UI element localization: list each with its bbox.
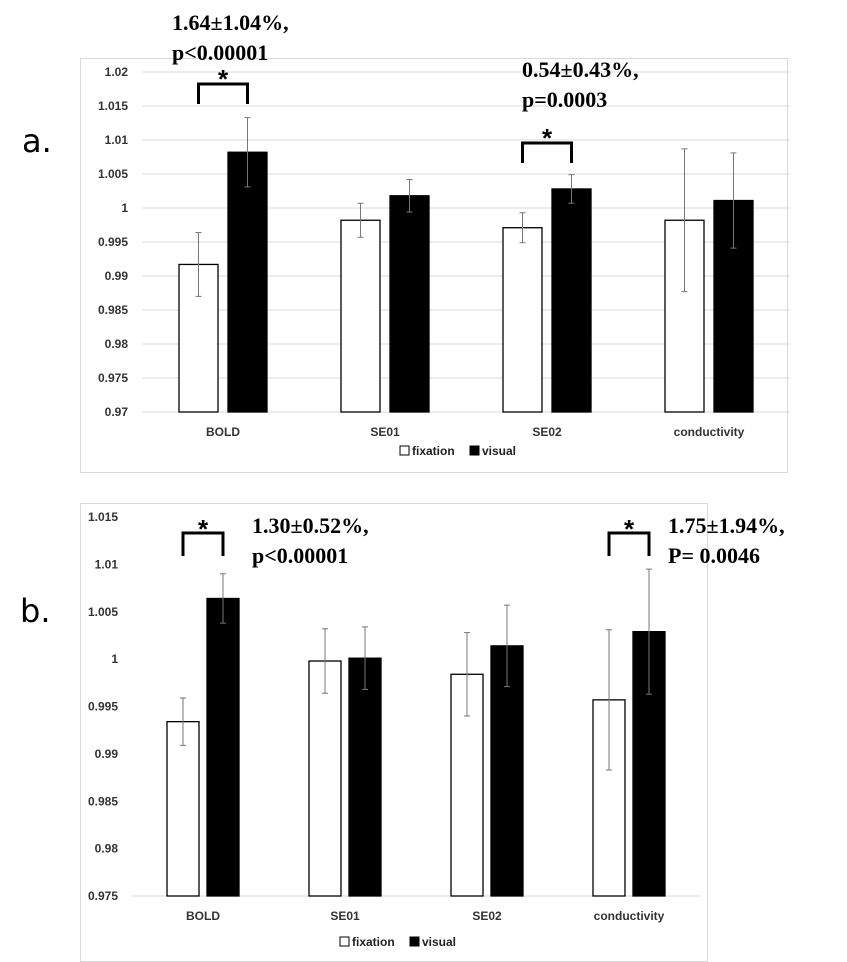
- y-tick-label: 0.975: [88, 889, 118, 903]
- annotation-text: p<0.00001: [172, 40, 268, 65]
- y-tick-label: 0.98: [105, 337, 129, 351]
- legend-swatch-visual: [409, 936, 420, 947]
- y-tick-label: 1.02: [105, 65, 129, 79]
- y-tick-label: 0.985: [88, 794, 118, 808]
- legend-swatch-visual: [469, 445, 480, 456]
- bar-visual: [551, 188, 592, 413]
- x-category-label: BOLD: [186, 909, 220, 923]
- x-category-label: BOLD: [206, 425, 240, 439]
- annotation-text: P= 0.0046: [668, 543, 760, 568]
- legend-swatch-fixation: [339, 936, 350, 947]
- panel-label: a.: [22, 122, 52, 160]
- x-category-label: SE02: [532, 425, 562, 439]
- chart-border: [80, 58, 788, 473]
- bar-fixation: [502, 227, 543, 413]
- x-category-label: SE02: [472, 909, 502, 923]
- legend: fixation visual: [339, 935, 456, 949]
- chart-panel-b: 0.975 0.98 0.985 0.99 0.995 1 1.005 1.01 1.015 BO…: [20, 503, 785, 962]
- x-category-label: SE01: [330, 909, 360, 923]
- y-tick-label: 1.01: [95, 557, 119, 571]
- y-tick-label: 1.005: [88, 605, 118, 619]
- y-tick-label: 0.975: [98, 371, 128, 385]
- y-tick-label: 1.015: [88, 510, 118, 524]
- significance-star: *: [624, 514, 635, 544]
- annotation-text: 1.30±0.52%,: [252, 513, 369, 538]
- legend: fixation visual: [399, 444, 516, 458]
- significance-star: *: [218, 64, 229, 94]
- legend-label-fixation: fixation: [352, 935, 395, 949]
- y-tick-label: 0.995: [98, 235, 128, 249]
- y-tick-label: 0.985: [98, 303, 128, 317]
- y-tick-label: 1: [111, 652, 118, 666]
- y-tick-label: 1.005: [98, 167, 128, 181]
- annotation-text: 1.64±1.04%,: [172, 10, 289, 35]
- annotation-text: p<0.00001: [252, 543, 348, 568]
- panel-label: b.: [20, 592, 50, 630]
- significance-bracket: [181, 531, 225, 556]
- legend-label-visual: visual: [482, 444, 516, 458]
- legend-label-visual: visual: [422, 935, 456, 949]
- chart-panel-a: 0.97 0.975 0.98 0.985 0.99 0.995 1 1.005 1.01 1.0…: [22, 10, 790, 473]
- y-tick-label: 0.99: [95, 747, 119, 761]
- y-tick-label: 1.01: [105, 133, 129, 147]
- significance-star: *: [542, 123, 553, 153]
- bar-visual: [227, 151, 268, 413]
- y-tick-label: 0.97: [105, 405, 129, 419]
- y-tick-label: 1.015: [98, 99, 128, 113]
- significance-bracket: [521, 141, 573, 163]
- y-tick-label: 1: [121, 201, 128, 215]
- bar-fixation: [166, 721, 200, 897]
- significance-bracket: [197, 82, 249, 104]
- significance-bracket: [607, 531, 651, 556]
- bar-fixation: [340, 219, 381, 413]
- y-tick-label: 0.98: [95, 842, 119, 856]
- legend-label-fixation: fixation: [412, 444, 455, 458]
- x-category-label: conductivity: [594, 909, 665, 923]
- annotation-text: p=0.0003: [522, 87, 607, 112]
- bar-visual: [389, 195, 430, 413]
- x-category-label: SE01: [370, 425, 400, 439]
- legend-swatch-fixation: [399, 445, 410, 456]
- y-tick-label: 0.99: [105, 269, 129, 283]
- significance-star: *: [198, 514, 209, 544]
- bar-fixation: [308, 660, 342, 897]
- bar-visual: [348, 657, 382, 897]
- x-category-label: conductivity: [674, 425, 745, 439]
- annotation-text: 1.75±1.94%,: [668, 513, 785, 538]
- bar-visual: [206, 597, 240, 897]
- annotation-text: 0.54±0.43%,: [522, 57, 639, 82]
- bar-visual: [490, 645, 524, 897]
- y-tick-label: 0.995: [88, 700, 118, 714]
